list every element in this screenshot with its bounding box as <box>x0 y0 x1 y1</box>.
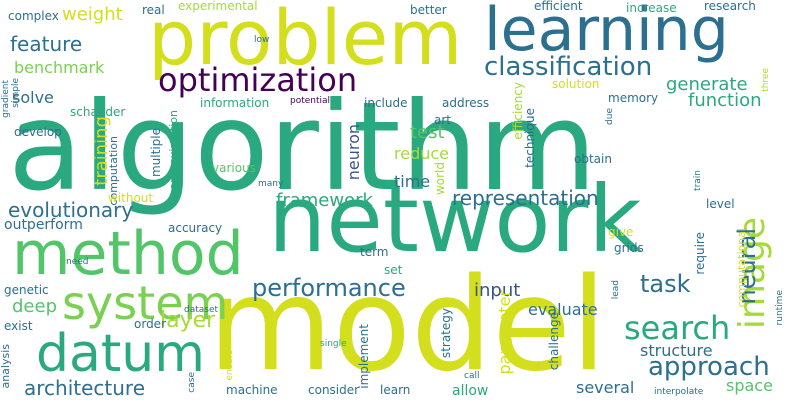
word-address: address <box>442 96 490 110</box>
word-optimization: optimization <box>158 61 358 99</box>
word-exist: exist <box>4 319 33 333</box>
word-method: method <box>12 219 244 289</box>
word-input: input <box>474 280 521 301</box>
word-experimental: experimental <box>178 0 258 13</box>
word-representation: representation <box>452 186 599 210</box>
word-benchmark: benchmark <box>14 58 105 77</box>
word-datum: datum <box>36 324 205 384</box>
word-call: call <box>464 371 480 381</box>
word-machine: machine <box>226 383 278 397</box>
word-simple: simple <box>11 78 21 108</box>
word-layer: layer <box>160 308 216 333</box>
word-increase: increase <box>626 1 677 15</box>
word-multiple: multiple <box>149 128 163 178</box>
word-without: without <box>108 191 154 205</box>
word-learning: learning <box>484 0 729 65</box>
word-give: give <box>608 225 634 239</box>
word-level: level <box>706 197 735 211</box>
word-model: model <box>208 251 607 400</box>
word-obtain: obtain <box>574 152 612 166</box>
word-allow: allow <box>452 383 489 399</box>
word-require: require <box>693 232 707 275</box>
word-technique: technique <box>523 108 537 168</box>
word-search: search <box>624 309 731 347</box>
word-test: test <box>410 122 445 143</box>
word-function: function <box>688 90 762 111</box>
word-solution: solution <box>552 77 600 91</box>
word-learn: learn <box>380 383 411 397</box>
word-problem: problem <box>148 0 463 82</box>
word-information: information <box>200 96 270 110</box>
word-train: train <box>693 170 703 191</box>
word-time: time <box>394 172 431 191</box>
word-grids: grids <box>614 241 644 255</box>
word-many: many <box>258 179 284 189</box>
word-due: due <box>605 108 615 125</box>
word-consider: consider <box>308 383 360 397</box>
word-approach: approach <box>648 352 770 382</box>
word-efficient: efficient <box>534 0 583 13</box>
word-evolutionary: evolutionary <box>8 198 134 222</box>
word-network: network <box>268 166 642 273</box>
word-lead: lead <box>611 280 621 300</box>
word-accuracy: accuracy <box>168 221 223 235</box>
word-set: set <box>384 263 403 277</box>
word-neuron: neuron <box>344 124 363 181</box>
word-classification: classification <box>484 52 653 82</box>
word-architecture: architecture <box>24 376 146 400</box>
word-schauder: schauder <box>70 105 126 119</box>
word-computational: computational <box>735 228 748 308</box>
word-art: art <box>434 113 451 127</box>
word-system: system <box>62 276 229 330</box>
word-outperform: outperform <box>4 217 83 233</box>
word-develop: develop <box>14 125 62 139</box>
word-world: world <box>433 162 447 196</box>
word-memory: memory <box>608 91 659 105</box>
word-algorithm: algorithm <box>8 76 597 218</box>
word-framework: framework <box>276 190 373 211</box>
word-interpolate: interpolate <box>654 387 704 397</box>
word-low: low <box>254 35 270 45</box>
word-real: real <box>142 3 165 17</box>
word-deep: deep <box>12 296 57 317</box>
word-complex: complex <box>8 9 59 23</box>
word-order: order <box>134 317 166 331</box>
word-three: three <box>761 68 771 92</box>
word-implement: implement <box>357 324 371 389</box>
word-better: better <box>410 3 447 17</box>
word-reduce: reduce <box>394 144 450 163</box>
word-case: case <box>187 372 197 393</box>
word-genetic: genetic <box>4 283 49 297</box>
word-approximation: approximation <box>167 110 180 190</box>
word-need: need <box>66 257 89 267</box>
word-feature: feature <box>10 32 83 56</box>
word-parameter: parameter <box>495 290 514 375</box>
word-potential: potential <box>290 96 331 106</box>
word-task: task <box>640 270 691 298</box>
word-dataset: dataset <box>184 305 219 315</box>
word-space: space <box>726 376 773 395</box>
word-various: various <box>212 161 256 175</box>
word-evaluate: evaluate <box>528 300 598 319</box>
word-runtime: runtime <box>775 290 785 326</box>
word-single: single <box>320 339 347 349</box>
word-strategy: strategy <box>439 308 453 359</box>
word-analysis: analysis <box>0 344 12 389</box>
word-research: research <box>704 0 756 13</box>
word-gradient: gradient <box>1 80 11 118</box>
word-generate: generate <box>666 74 748 95</box>
word-include: include <box>364 96 408 110</box>
word-enable: enable <box>225 350 235 381</box>
word-several: several <box>576 378 635 397</box>
word-term: term <box>360 245 389 259</box>
word-weight: weight <box>62 4 123 25</box>
word-structure: structure <box>640 341 713 360</box>
word-performance: performance <box>252 274 406 302</box>
word-challenge: challenge <box>547 312 561 371</box>
word-solve: solve <box>12 88 54 107</box>
